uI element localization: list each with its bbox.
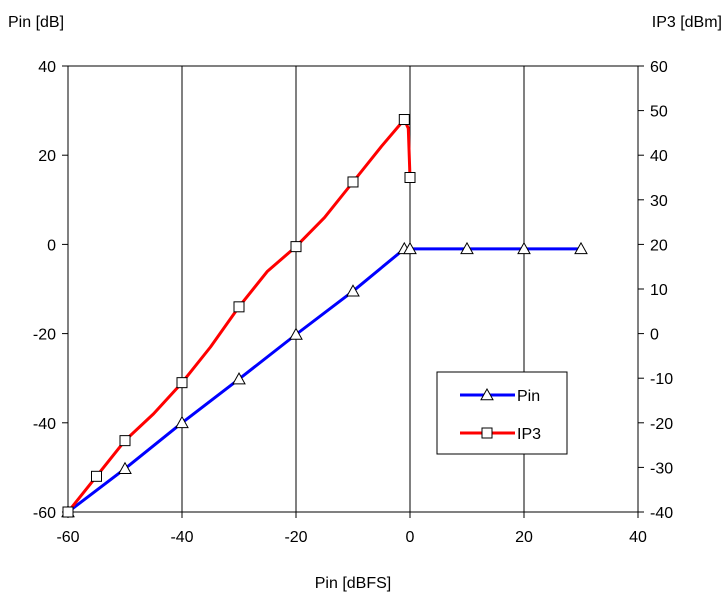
y-tick-label: -60 xyxy=(33,505,56,522)
legend-label-pin: Pin xyxy=(517,388,540,405)
marker-ip3 xyxy=(290,241,302,253)
right-axis-ticks: -40 -30 -20 -10 0 10 20 30 40 50 60 xyxy=(638,59,673,522)
series-line-ip3 xyxy=(66,118,412,514)
left-axis-ticks: -60 -40 -20 0 20 40 xyxy=(33,59,68,522)
marker-pin xyxy=(232,372,246,385)
y2-tick-label: 40 xyxy=(650,148,668,165)
y-tick-label: 0 xyxy=(47,237,56,254)
marker-pin xyxy=(460,241,474,255)
legend-box xyxy=(436,371,568,455)
y-tick-label: -20 xyxy=(33,327,56,344)
x-tick-label: -60 xyxy=(56,529,79,546)
x-tick-label: 40 xyxy=(629,529,647,546)
y2-tick-label: 50 xyxy=(650,104,668,121)
y2-tick-label: 30 xyxy=(650,193,668,210)
x-axis-ticks: -60 -40 -20 0 20 40 xyxy=(56,512,647,546)
marker-ip3 xyxy=(404,172,416,183)
legend-marker-pin xyxy=(480,387,494,401)
marker-pin xyxy=(118,461,132,475)
marker-ip3 xyxy=(176,377,188,389)
y2-tick-label: 20 xyxy=(650,237,668,254)
x-axis-title: Pin [dBFS] xyxy=(315,575,391,592)
series-group xyxy=(61,114,588,518)
marker-pin xyxy=(346,284,360,297)
y2-tick-label: -10 xyxy=(650,371,673,388)
marker-ip3 xyxy=(347,176,359,188)
legend-items: Pin IP3 xyxy=(460,387,541,443)
y2-tick-label: 0 xyxy=(650,327,659,344)
x-tick-label: -40 xyxy=(170,529,193,546)
y2-tick-label: -40 xyxy=(650,505,673,522)
marker-pin xyxy=(574,241,588,255)
marker-pin xyxy=(175,415,189,429)
marker-pin xyxy=(403,241,417,255)
y2-axis-title: IP3 [dBm] xyxy=(652,14,722,31)
y-axis-title: Pin [dB] xyxy=(8,14,64,31)
legend-label-ip3: IP3 xyxy=(517,426,541,443)
y-tick-label: 20 xyxy=(38,148,56,165)
x-tick-label: -20 xyxy=(284,529,307,546)
y2-tick-label: -30 xyxy=(650,460,673,477)
y-tick-label: -40 xyxy=(33,416,56,433)
marker-ip3 xyxy=(91,470,102,482)
marker-ip3 xyxy=(62,506,74,518)
marker-ip3 xyxy=(398,114,410,126)
x-tick-label: 20 xyxy=(515,529,533,546)
x-tick-label: 0 xyxy=(406,529,415,546)
y-tick-label: 40 xyxy=(38,59,56,76)
y2-tick-label: 60 xyxy=(650,59,668,76)
legend: Pin IP3 xyxy=(436,371,568,455)
legend-marker-ip3 xyxy=(481,427,493,439)
marker-pin xyxy=(289,327,303,340)
y2-tick-label: 10 xyxy=(650,282,668,299)
y2-tick-label: -20 xyxy=(650,416,673,433)
marker-ip3 xyxy=(119,435,131,447)
marker-pin xyxy=(517,241,531,255)
marker-ip3 xyxy=(233,301,245,313)
